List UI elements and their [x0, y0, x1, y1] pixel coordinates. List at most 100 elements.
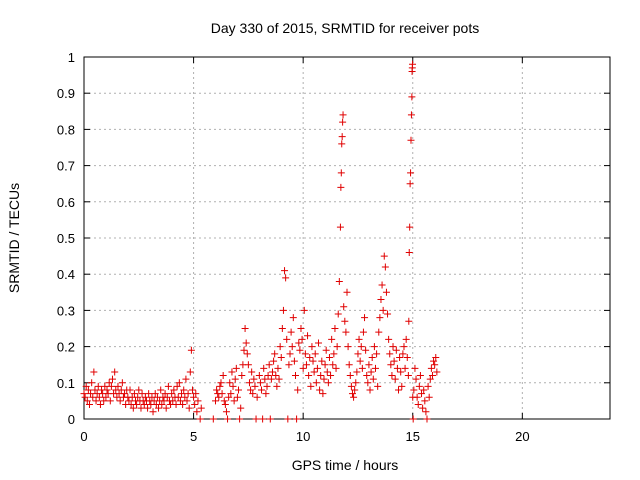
data-point	[290, 357, 298, 365]
data-point	[396, 353, 404, 361]
data-point	[315, 339, 323, 347]
y-tick-label: 1	[68, 50, 75, 65]
data-point	[230, 397, 238, 405]
data-point	[323, 368, 331, 376]
data-point	[228, 368, 236, 376]
data-point	[236, 415, 244, 423]
data-point	[284, 415, 292, 423]
data-point	[222, 408, 230, 416]
data-point	[412, 375, 420, 383]
data-point	[265, 361, 273, 369]
data-point	[416, 372, 424, 380]
data-point	[155, 404, 163, 412]
data-point	[336, 223, 344, 231]
data-point	[125, 397, 133, 405]
data-point	[90, 368, 98, 376]
data-point	[299, 364, 307, 372]
data-point	[419, 404, 427, 412]
data-point	[361, 314, 369, 322]
data-point	[405, 248, 413, 256]
data-point	[248, 368, 256, 376]
y-tick-label: 0.3	[57, 303, 75, 318]
data-point	[270, 357, 278, 365]
data-point	[308, 343, 316, 351]
data-point	[374, 382, 382, 390]
data-point	[399, 350, 407, 358]
data-point	[192, 390, 200, 398]
data-point	[89, 393, 97, 401]
data-point	[82, 382, 90, 390]
data-point	[163, 393, 171, 401]
data-point	[359, 328, 367, 336]
data-point	[94, 382, 102, 390]
data-point	[339, 111, 347, 119]
data-point	[247, 386, 255, 394]
data-point	[84, 386, 92, 394]
data-point	[403, 353, 411, 361]
data-point	[250, 375, 258, 383]
data-point	[243, 350, 251, 358]
data-point	[285, 361, 293, 369]
y-tick-label: 0.8	[57, 122, 75, 137]
y-tick-label: 0.5	[57, 231, 75, 246]
data-point	[261, 375, 269, 383]
data-point	[387, 361, 395, 369]
data-point	[168, 390, 176, 398]
data-point	[226, 379, 234, 387]
x-tick-labels: 0 5 10 15 20	[80, 429, 529, 444]
data-point	[297, 325, 305, 332]
data-point	[266, 415, 274, 423]
data-point	[217, 379, 225, 387]
data-point	[237, 404, 245, 412]
data-point	[339, 118, 347, 126]
data-point	[408, 93, 416, 101]
data-point	[300, 306, 308, 314]
data-point	[88, 379, 96, 387]
data-point	[382, 288, 390, 296]
data-point	[324, 379, 332, 387]
data-point	[365, 361, 373, 369]
data-point	[179, 401, 187, 409]
data-point	[253, 393, 261, 401]
data-point	[259, 415, 267, 423]
data-point	[137, 404, 145, 412]
data-point	[291, 372, 299, 380]
data-point	[413, 393, 421, 401]
data-point	[212, 397, 219, 405]
data-point	[334, 310, 342, 318]
data-point	[255, 372, 263, 380]
data-point	[414, 401, 422, 409]
data-point	[161, 390, 169, 398]
data-point	[409, 415, 417, 423]
data-point	[393, 364, 401, 372]
data-point	[126, 386, 134, 394]
data-point	[184, 390, 192, 398]
data-point	[141, 393, 149, 401]
data-point	[95, 393, 103, 401]
y-tick-label: 0.4	[57, 267, 75, 282]
data-point	[188, 386, 196, 394]
data-point	[178, 390, 186, 398]
chart-title: Day 330 of 2015, SRMTID for receiver pot…	[211, 20, 479, 36]
data-point	[318, 357, 326, 365]
data-point	[317, 372, 325, 380]
data-point	[342, 328, 350, 336]
data-point	[185, 404, 193, 412]
data-point	[275, 375, 283, 383]
data-point	[406, 223, 414, 231]
data-points	[80, 60, 441, 423]
data-point	[111, 368, 119, 376]
data-point	[238, 372, 246, 380]
data-point	[411, 364, 419, 372]
data-point	[367, 368, 375, 376]
data-point	[83, 397, 91, 405]
data-point	[296, 346, 304, 354]
data-point	[371, 364, 379, 372]
data-point	[313, 364, 321, 372]
data-point	[287, 328, 295, 336]
x-axis-title: GPS time / hours	[292, 457, 399, 473]
data-point	[373, 350, 381, 358]
data-point	[279, 306, 287, 314]
data-point	[260, 364, 268, 372]
data-point	[327, 372, 335, 380]
